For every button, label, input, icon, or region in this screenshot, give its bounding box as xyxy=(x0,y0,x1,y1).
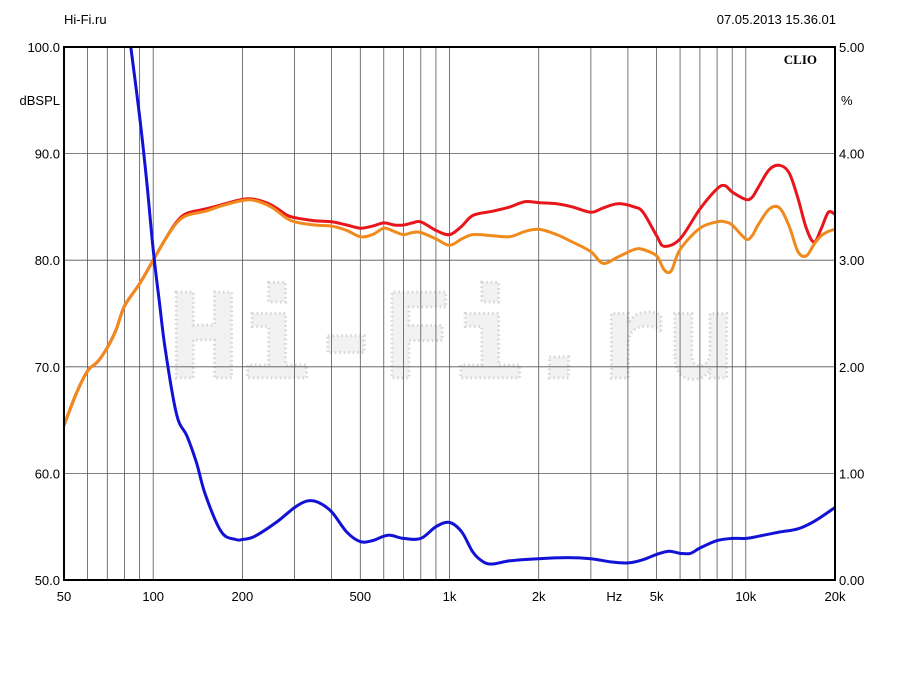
brand-label: CLIO xyxy=(784,52,817,67)
x-tick-label: 100 xyxy=(142,589,164,604)
watermark: Hi-Fi.ru xyxy=(167,267,738,408)
series-blue-line xyxy=(129,47,835,566)
x-axis-label: Hz xyxy=(606,589,622,604)
x-tick-label: 200 xyxy=(232,589,254,604)
x-tick-label: 20k xyxy=(825,589,846,604)
x-tick-label: 10k xyxy=(735,589,756,604)
y2-tick-label: 0.00 xyxy=(839,573,864,588)
x-tick-label: 1k xyxy=(443,589,457,604)
y-tick-label: 70.0 xyxy=(35,360,60,375)
y2-tick-label: 1.00 xyxy=(839,466,864,481)
y-tick-label: 50.0 xyxy=(35,573,60,588)
series-group xyxy=(64,47,835,566)
x-tick-label: 500 xyxy=(349,589,371,604)
y2-tick-label: 5.00 xyxy=(839,40,864,55)
y-tick-label: 90.0 xyxy=(35,147,60,162)
grid xyxy=(64,47,835,580)
watermark-text: Hi-Fi.ru xyxy=(168,268,736,406)
series-orange-line xyxy=(64,198,835,427)
y-axis-label: dBSPL xyxy=(20,93,60,108)
x-tick-label: 2k xyxy=(532,589,546,604)
y2-tick-label: 4.00 xyxy=(839,147,864,162)
timestamp: 07.05.2013 15.36.01 xyxy=(716,12,836,27)
y-tick-label: 60.0 xyxy=(35,466,60,481)
site-name: Hi-Fi.ru xyxy=(64,12,107,27)
y2-tick-label: 2.00 xyxy=(839,360,864,375)
y-tick-label: 80.0 xyxy=(35,253,60,268)
y2-axis-label: % xyxy=(841,93,853,108)
x-tick-label: 50 xyxy=(57,589,71,604)
plot-frame xyxy=(63,46,836,581)
x-tick-label: 5k xyxy=(650,589,664,604)
y2-tick-label: 3.00 xyxy=(839,253,864,268)
y-tick-label: 100.0 xyxy=(27,40,60,55)
tick-labels: 50 100 200 500 1k 2k 5k 10k 20k Hz 50.0 60.0 70.0 80.… xyxy=(27,40,864,604)
